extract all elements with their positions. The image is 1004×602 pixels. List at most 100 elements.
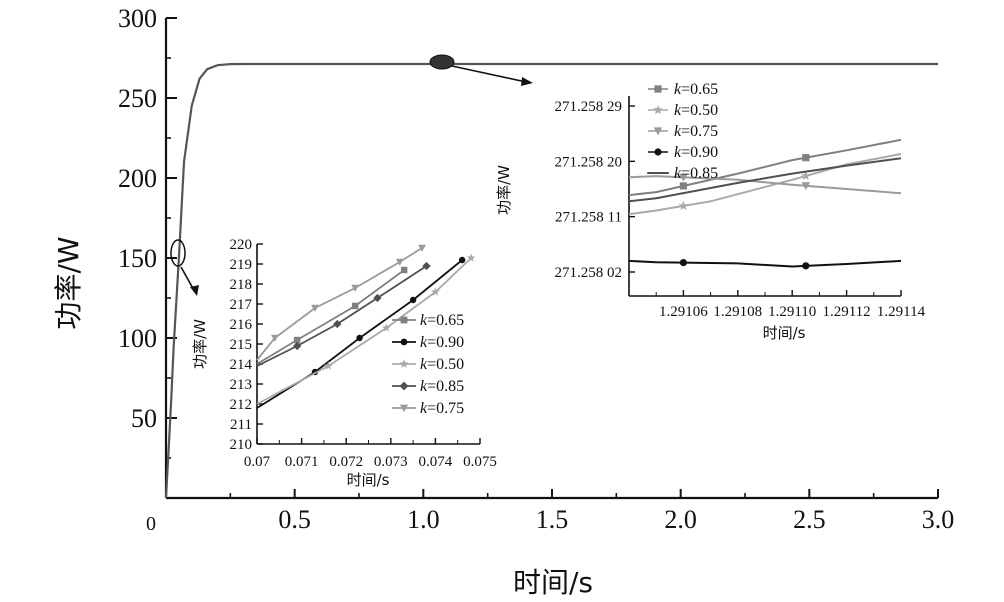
inset-small-point-k-0-50 [382,323,391,332]
main-x-tick-label: 1.5 [536,505,569,534]
inset-right-point-k-0-75 [679,173,688,182]
inset-small-point-k-0-85 [422,261,431,271]
main-y-tick-label: 100 [118,324,157,353]
main-x-tick-label: 0 [146,513,156,535]
inset-right-x-tick-label: 1.29112 [822,304,870,320]
inset-right-point-k-0-50 [678,200,689,210]
legend-right-marker-k-0-50 [653,105,663,115]
inset-small-panel: 功率/W 时间/s 0.07 0.071 0.072 0.073 0.074 0.075 2… [191,237,497,489]
legend-small-label-k-0-65: k=0.65 [420,312,464,329]
inset-small-point-k-0-75 [351,284,359,292]
legend-right-marker-k-0-90 [654,148,662,156]
inset-right-panel: 功率/W 时间/s 1.29106 1.29108 1.29110 1.29112 1.… [495,81,926,342]
legend-small-label-k-0-50: k=0.50 [420,356,464,373]
inset-right-y-axis-label: 功率/W [495,165,513,215]
inset-small-point-k-0-85 [292,341,302,351]
zoom-marker-ellipse-small [170,239,186,267]
legend-small-marker-k-0-90 [400,338,408,346]
inset-right-x-tick-label: 1.29110 [768,304,816,320]
inset-small-point-k-0-50 [466,253,476,262]
inset-right-x-tick-label: 1.29108 [713,304,762,320]
inset-small-x-tick-label: 0.071 [285,454,319,470]
inset-small-point-k-0-75 [418,244,426,252]
legend-small-label-k-0-85: k=0.85 [420,378,464,395]
inset-small-y-tick-label: 212 [230,397,253,413]
inset-right-y-tick-label: 271.258 20 [555,154,623,170]
inset-right-x-axis-label: 时间/s [763,324,806,342]
inset-right-point-k-0-50 [801,170,811,180]
legend-right-label-k-0-65: k=0.65 [674,81,718,98]
inset-right-y-tick-label: 271.258 29 [555,99,623,115]
zoom-arrow-large [451,65,527,83]
inset-small-point-k-0-75 [395,258,404,266]
inset-right-point-k-0-90 [802,262,810,270]
inset-right-line-k-0-90 [628,259,902,268]
legend-right-label-k-0-90: k=0.90 [674,144,718,161]
legend-right-label-k-0-50: k=0.50 [674,102,718,119]
inset-small-y-tick-label: 210 [230,437,253,453]
inset-small-x-tick-label: 0.075 [463,454,497,470]
zoom-marker-ellipse-large [429,54,455,70]
inset-small-point-k-0-65 [351,302,359,310]
inset-small-y-tick-label: 218 [230,277,253,293]
inset-small-y-tick-label: 216 [230,317,253,333]
inset-right-point-k-0-90 [679,258,688,267]
inset-small-point-k-0-90 [409,296,417,304]
inset-small-y-tick-label: 213 [230,377,253,393]
inset-small-line-k-0-65 [256,269,405,365]
inset-right-y-tick-label: 271.258 02 [555,265,623,281]
main-x-tick-label: 0.5 [278,505,311,534]
zoom-arrowhead-small [190,285,199,296]
inset-small-x-axis-label: 时间/s [347,471,390,489]
inset-small-x-tick-label: 0.072 [329,454,363,470]
inset-right-point-k-0-75 [801,182,811,191]
legend-small-label-k-0-90: k=0.90 [420,334,464,351]
main-power-curve [164,62,938,499]
inset-right-line-k-0-75 [628,175,902,195]
inset-small-y-tick-label: 217 [230,297,253,313]
main-x-tick-label: 2.0 [664,505,697,534]
main-y-tick-label: 150 [118,244,157,273]
main-x-tick-label: 3.0 [922,505,955,534]
legend-right-label-k-0-75: k=0.75 [674,123,718,140]
inset-small-point-k-0-85 [373,293,382,303]
main-y-tick-label: 250 [118,84,157,113]
legend-right-marker-k-0-75 [653,127,663,136]
inset-small-point-k-0-75 [271,334,279,342]
inset-small-y-tick-label: 211 [230,417,252,433]
legend-small-marker-k-0-65 [400,316,408,324]
legend-small-marker-k-0-85 [399,381,409,391]
main-y-tick-label: 50 [131,404,157,433]
inset-right-x-tick-label: 1.29114 [877,304,926,320]
inset-small-point-k-0-50 [431,287,440,296]
main-x-tick-label: 2.5 [793,505,826,534]
inset-small-point-k-0-85 [333,319,342,329]
inset-small-x-tick-label: 0.073 [374,454,408,470]
inset-right-point-k-0-65 [679,182,687,190]
main-x-tick-label: 1.0 [407,505,440,534]
inset-right-line-k-0-85 [628,157,902,203]
inset-small-point-k-0-65 [400,266,408,274]
inset-small-y-axis-label: 功率/W [191,319,209,369]
main-y-tick-label: 200 [118,164,157,193]
inset-small-point-k-0-90 [356,334,363,342]
inset-right-x-tick-label: 1.29106 [659,304,708,320]
inset-small-y-tick-label: 219 [230,257,253,273]
legend-right-marker-k-0-65 [654,85,662,93]
legend-small-label-k-0-75: k=0.75 [420,400,464,417]
inset-small-line-k-0-75 [256,247,423,361]
main-y-axis-label: 功率/W [52,236,85,329]
inset-small-x-tick-label: 0.07 [244,454,271,470]
inset-small-y-tick-label: 220 [230,237,253,253]
legend-small-marker-k-0-75 [399,404,409,413]
inset-small-y-tick-label: 215 [230,337,253,353]
inset-right-point-k-0-65 [802,154,810,162]
main-x-axis-label: 时间/s [513,566,593,599]
legend-right-label-k-0-85: k=0.85 [674,165,718,182]
inset-right-y-tick-label: 271.258 11 [555,210,622,226]
zoom-arrowhead-large [521,77,533,86]
inset-small-point-k-0-65 [293,336,301,344]
inset-small-point-k-0-50 [324,361,333,370]
inset-small-point-k-0-90 [458,256,466,264]
